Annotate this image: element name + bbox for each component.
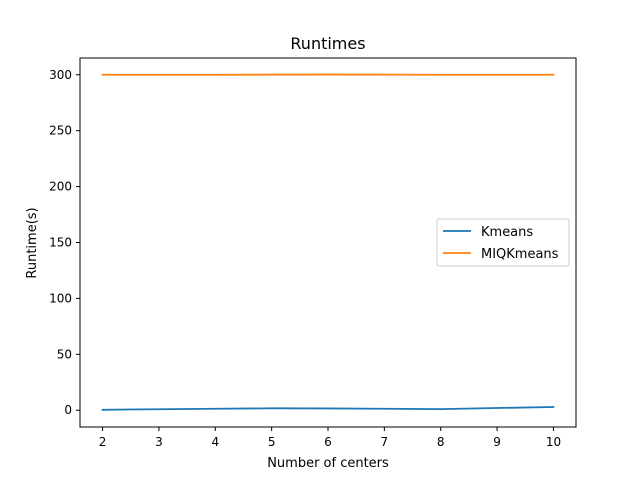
x-tick-label: 8 bbox=[437, 435, 445, 449]
y-axis-label: Runtime(s) bbox=[25, 207, 40, 278]
x-tick-label: 5 bbox=[268, 435, 276, 449]
chart-title: Runtimes bbox=[290, 34, 365, 53]
x-axis-ticks: 2 3 4 5 6 7 8 9 10 bbox=[99, 427, 561, 449]
x-axis-label: Number of centers bbox=[267, 456, 389, 471]
x-tick-label: 3 bbox=[155, 435, 163, 449]
series-lines bbox=[101, 73, 555, 411]
legend-label-kmeans: Kmeans bbox=[481, 225, 533, 240]
y-tick-label: 300 bbox=[49, 68, 72, 82]
y-tick-label: 250 bbox=[49, 124, 72, 138]
x-tick-label: 2 bbox=[99, 435, 107, 449]
plot-frame bbox=[79, 57, 577, 428]
legend: Kmeans MIQKmeans bbox=[436, 218, 570, 267]
x-tick-label: 9 bbox=[493, 435, 501, 449]
y-tick-label: 150 bbox=[49, 236, 72, 250]
y-tick-label: 0 bbox=[64, 403, 72, 417]
y-tick-label: 200 bbox=[49, 180, 72, 194]
y-tick-label: 100 bbox=[49, 291, 72, 305]
x-tick-label: 4 bbox=[211, 435, 219, 449]
legend-label-miqkmeans: MIQKmeans bbox=[481, 247, 559, 262]
x-tick-label: 10 bbox=[546, 435, 561, 449]
series-line-kmeans bbox=[101, 406, 555, 411]
x-tick-label: 6 bbox=[324, 435, 332, 449]
y-axis-ticks: 0 50 100 150 200 250 300 bbox=[49, 68, 80, 417]
y-tick-label: 50 bbox=[57, 347, 72, 361]
x-tick-label: 7 bbox=[381, 435, 389, 449]
